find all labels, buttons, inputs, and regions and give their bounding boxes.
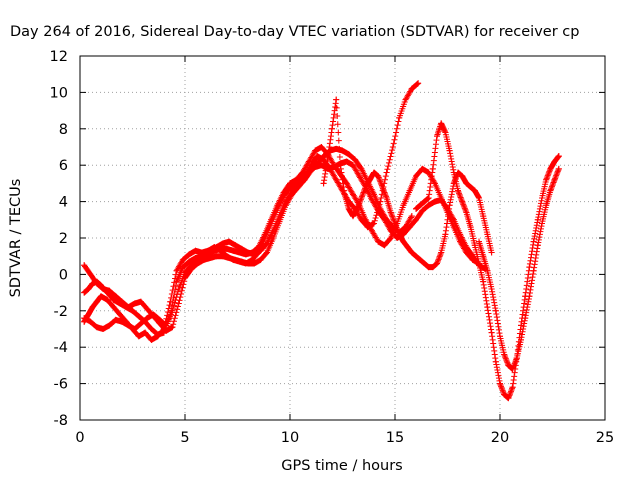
y-axis-label: SDTVAR / TECUs [8,179,24,298]
x-tick-label: 25 [596,430,614,446]
series-trace [81,144,482,338]
data-marks [81,80,562,402]
axis-ticks [79,55,606,421]
series-1 [81,144,482,338]
x-tick-label: 10 [281,430,299,446]
series-trace [81,145,415,334]
x-tick-label: 15 [386,430,404,446]
axis-tick-labels: 0 5 10 15 20 25 -8 -6 -4 -2 0 2 4 6 8 10 12 [50,49,615,446]
x-axis-label: GPS time / hours [281,458,402,474]
y-tick-label: 6 [59,158,68,174]
y-tick-label: 12 [50,49,68,65]
x-tick-label: 20 [491,430,509,446]
y-tick-label: 8 [59,122,68,138]
x-tick-label: 5 [180,430,189,446]
y-tick-label: 10 [50,85,68,101]
plot-frame [79,55,606,421]
series-trace [413,120,562,402]
series-trace [81,158,489,343]
series-trace [81,80,422,332]
x-tick-label: 0 [75,430,84,446]
series-trace [476,165,562,373]
y-tick-label: 0 [59,267,68,283]
y-tick-label: -4 [54,340,68,356]
series-3 [81,145,415,334]
y-tick-label: 4 [59,195,68,211]
series-6 [476,165,562,373]
chart-title: Day 264 of 2016, Sidereal Day-to-day VTE… [10,24,579,40]
y-tick-label: -2 [54,304,68,320]
y-tick-label: -6 [54,377,68,393]
series-4 [320,96,495,271]
series-0 [81,158,489,343]
y-tick-label: 2 [59,231,68,247]
series-2 [81,80,422,332]
grid [80,56,605,420]
series-5 [413,120,562,402]
y-tick-label: -8 [54,413,68,429]
